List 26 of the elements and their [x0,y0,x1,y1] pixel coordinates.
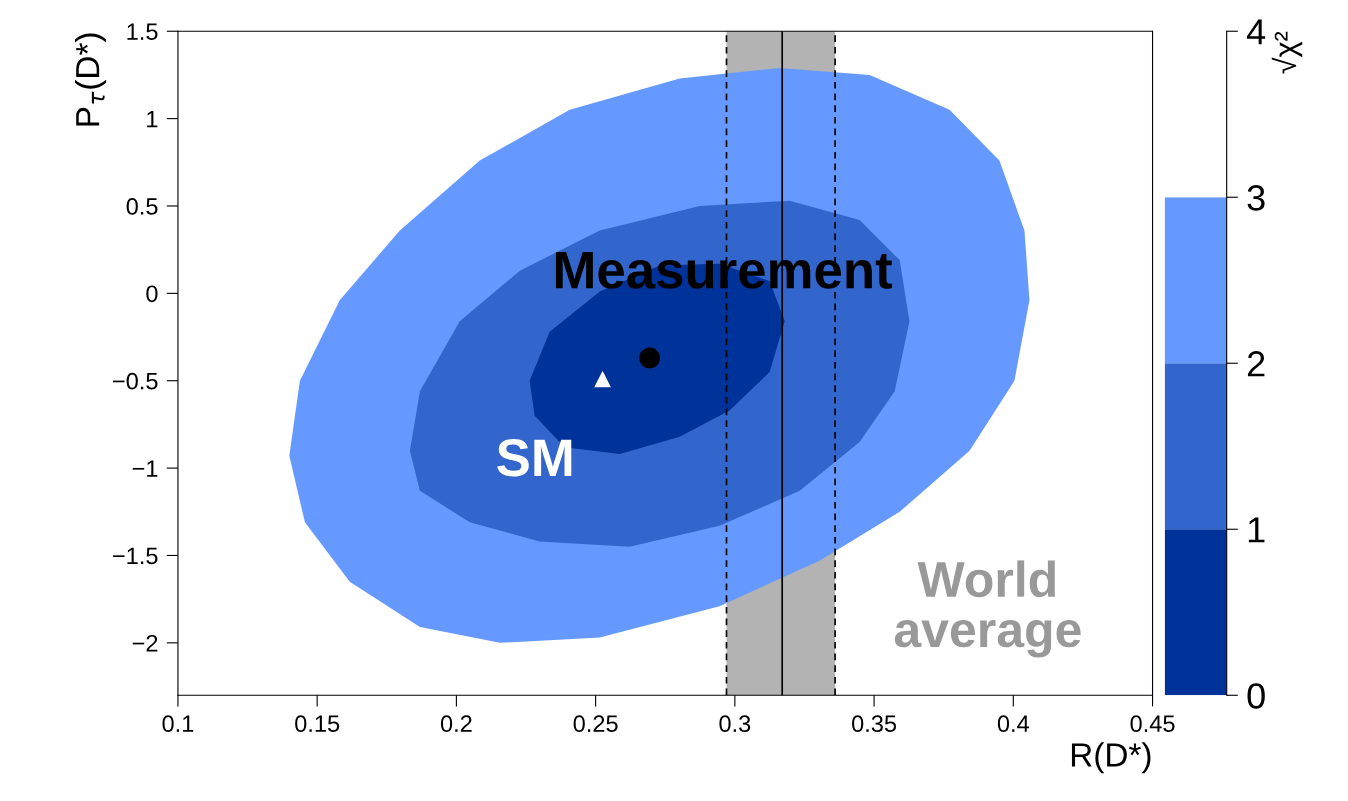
x-tick-label: 0.4 [997,715,1030,733]
y-tick-label: −1.5 [113,547,158,565]
y-tick-label: −0.5 [113,372,158,390]
y-tick-label: −2 [132,634,158,652]
x-tick-label: 0.25 [573,715,618,733]
color-bar-title: √χ² [1271,31,1303,74]
color-bar-label: 2 [1247,351,1265,377]
y-tick-label: 1.5 [127,23,158,41]
band-label: World average [894,560,1081,658]
x-tick-label: 0.1 [162,715,194,733]
color-bar-label: 4 [1246,19,1266,45]
x-tick-label: 0.35 [852,715,897,733]
x-axis-title: R(D*) [1071,742,1151,774]
color-bar-label: 1 [1248,517,1265,543]
x-tick-label: 0.3 [719,715,751,733]
series-label: SM [497,439,572,477]
y-tick-label: −1 [132,460,158,477]
y-tick-label: 0.5 [126,198,158,215]
y-axis-title: P$_{τ}$(D*) [74,33,107,126]
x-tick-label: 0.45 [1130,715,1175,733]
x-tick-label: 0.2 [440,715,472,733]
color-bar-label: 3 [1247,185,1265,211]
y-tick-label: 1 [147,110,158,128]
y-tick-label: 0 [146,285,158,303]
color-bar-label: 0 [1247,683,1265,709]
x-tick-label: 0.15 [295,715,340,733]
